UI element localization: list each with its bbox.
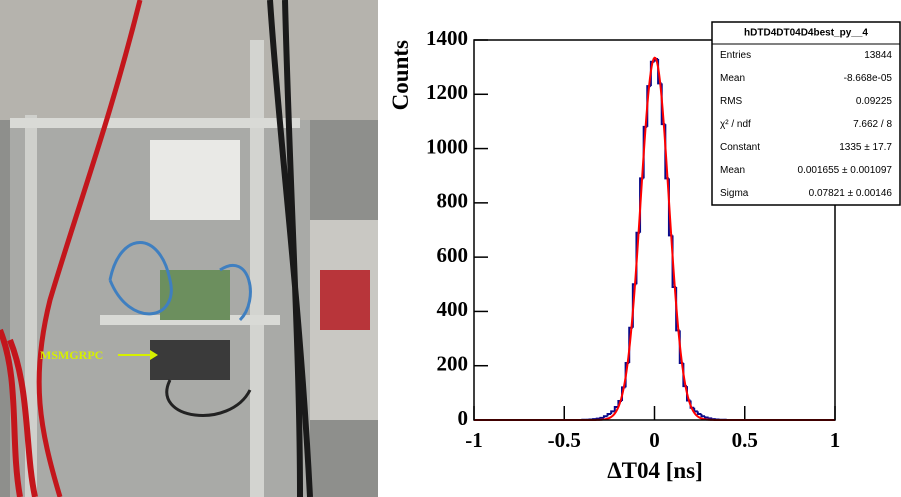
stats-label: Mean xyxy=(720,165,745,176)
stats-label: Entries xyxy=(720,50,751,61)
blue-cable xyxy=(108,241,252,322)
ceiling xyxy=(0,0,378,120)
histogram-bin xyxy=(606,413,612,417)
red-panel xyxy=(320,270,370,330)
y-tick-label: 600 xyxy=(437,243,469,267)
y-tick-label: 800 xyxy=(437,189,469,213)
histogram-bin xyxy=(613,405,619,412)
y-tick-label: 400 xyxy=(437,297,469,321)
histogram-bin xyxy=(707,417,713,420)
y-tick-label: 1000 xyxy=(426,134,468,158)
stats-value: -8.668e-05 xyxy=(844,73,893,84)
histogram-bin xyxy=(704,416,709,419)
stats-label: χ² / ndf xyxy=(720,119,751,130)
y-tick-label: 0 xyxy=(458,406,469,430)
y-tick-label: 1200 xyxy=(426,80,468,104)
histogram-bin xyxy=(599,416,604,419)
x-tick-label: 0.5 xyxy=(732,428,758,452)
histogram-bin xyxy=(610,410,615,415)
x-axis-label: ΔT04 [ns] xyxy=(607,458,703,483)
x-tick-label: 1 xyxy=(830,428,841,452)
y-tick-label: 200 xyxy=(437,352,469,376)
histogram-bin xyxy=(602,415,608,418)
label-arrowhead xyxy=(150,350,158,360)
module xyxy=(150,140,240,220)
stats-value: 1335 ± 17.7 xyxy=(839,142,892,153)
stats-value: 0.001655 ± 0.001097 xyxy=(798,165,893,176)
msmgrpc-box xyxy=(150,340,230,380)
stats-label: RMS xyxy=(720,96,743,107)
photo: MSMGRPC xyxy=(0,0,378,497)
stats-title: hDTD4DT04D4best_py__4 xyxy=(744,28,868,39)
x-tick-label: 0 xyxy=(649,428,660,452)
frame-post xyxy=(25,115,37,497)
black-cable xyxy=(165,379,252,417)
frame-beam xyxy=(10,118,300,128)
frame-post xyxy=(250,40,264,497)
stats-value: 7.662 / 8 xyxy=(853,119,892,130)
stats-label: Mean xyxy=(720,73,745,84)
stats-value: 13844 xyxy=(864,50,892,61)
chart: 0 200 400 600 800 1000 1200 1400 -1 -0.5 0 0.5 1 ΔT04… xyxy=(388,21,901,483)
y-axis-label: Counts xyxy=(388,40,413,110)
histogram-bin xyxy=(693,407,698,413)
x-tick-label: -1 xyxy=(465,428,483,452)
plot-frame xyxy=(473,39,836,421)
stats-value: 0.07821 ± 0.00146 xyxy=(809,188,893,199)
stats-value: 0.09225 xyxy=(856,96,893,107)
x-tick-label: -0.5 xyxy=(548,428,581,452)
y-tick-label: 1400 xyxy=(426,26,468,50)
stats-label: Sigma xyxy=(720,188,749,199)
black-cable xyxy=(267,0,313,497)
stats-label: Constant xyxy=(720,142,760,153)
red-cable xyxy=(0,328,38,497)
photo-label: MSMGRPC xyxy=(40,348,103,362)
stats-box xyxy=(711,21,901,206)
red-cable xyxy=(36,0,143,497)
histogram-bin xyxy=(696,411,702,416)
histogram-bin xyxy=(700,414,706,418)
